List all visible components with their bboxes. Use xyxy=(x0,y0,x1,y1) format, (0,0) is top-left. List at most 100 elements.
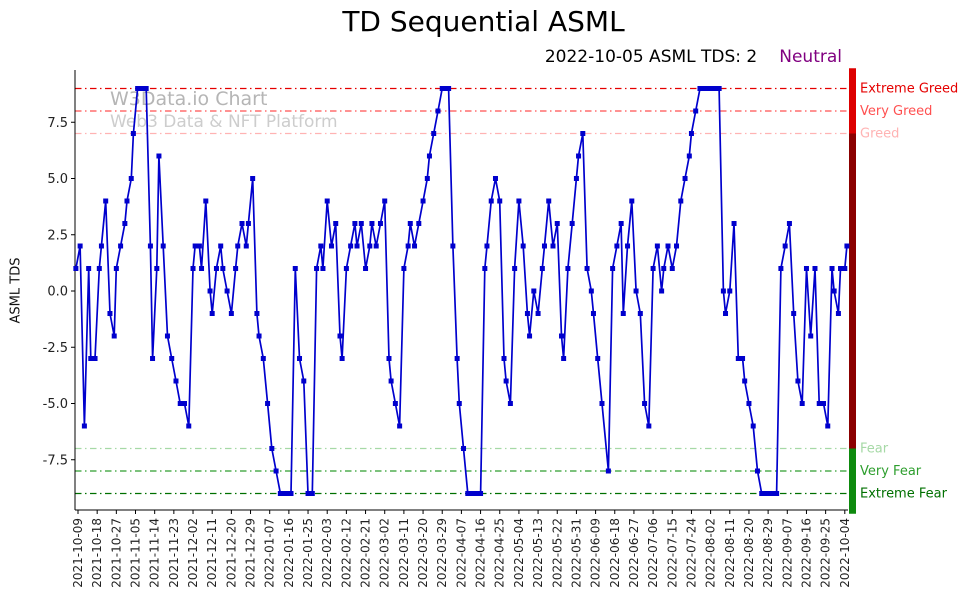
data-point-marker xyxy=(111,333,117,339)
x-tick-label: 2021-11-23 xyxy=(167,518,181,588)
data-point-marker xyxy=(767,491,773,496)
data-point-marker xyxy=(305,491,311,496)
data-point-marker xyxy=(731,221,737,226)
x-tick-label: 2022-05-22 xyxy=(550,518,564,588)
data-point-marker xyxy=(269,446,275,451)
data-point-marker xyxy=(665,243,671,249)
data-point-marker xyxy=(118,243,124,249)
data-point-marker xyxy=(337,333,343,339)
x-tick-label: 2021-11-14 xyxy=(148,518,162,588)
data-point-marker xyxy=(799,401,805,406)
data-point-marker xyxy=(254,311,260,316)
data-point-marker xyxy=(484,243,490,249)
data-point-marker xyxy=(284,491,290,496)
data-point-marker xyxy=(107,311,113,316)
x-tick-label: 2022-04-07 xyxy=(454,518,468,588)
data-point-marker xyxy=(674,243,680,249)
data-point-marker xyxy=(580,131,586,136)
data-point-marker xyxy=(441,86,447,91)
x-tick-label: 2022-07-15 xyxy=(665,518,679,588)
x-tick-label: 2022-02-03 xyxy=(320,518,334,588)
sentiment-status: Neutral xyxy=(779,47,842,67)
data-point-marker xyxy=(96,266,102,271)
x-tick-label: 2021-10-18 xyxy=(90,518,104,588)
data-point-marker xyxy=(192,243,198,249)
data-point-marker xyxy=(386,356,392,361)
data-point-marker xyxy=(478,491,484,496)
x-tick-label: 2022-02-12 xyxy=(339,518,353,588)
data-point-marker xyxy=(842,266,848,271)
data-point-marker xyxy=(450,243,456,249)
data-point-marker xyxy=(88,356,94,361)
data-point-marker xyxy=(424,176,430,181)
data-point-marker xyxy=(160,243,166,249)
data-point-marker xyxy=(164,333,170,339)
data-point-marker xyxy=(637,311,643,316)
data-point-marker xyxy=(541,243,547,249)
data-point-marker xyxy=(190,266,196,271)
data-point-marker xyxy=(224,288,230,294)
data-point-marker xyxy=(250,176,256,181)
data-point-marker xyxy=(352,221,358,226)
data-point-marker xyxy=(633,288,639,294)
sentiment-colorbar-segment xyxy=(849,68,856,134)
data-point-marker xyxy=(786,221,792,226)
sentiment-colorbar-segment xyxy=(849,448,856,514)
data-point-marker xyxy=(654,243,660,249)
data-point-marker xyxy=(650,266,656,271)
data-point-marker xyxy=(576,153,582,159)
data-point-marker xyxy=(646,423,652,429)
data-point-marker xyxy=(727,288,733,294)
data-point-marker xyxy=(143,86,149,91)
x-tick-label: 2022-08-20 xyxy=(742,518,756,588)
x-tick-label: 2022-10-04 xyxy=(838,518,852,588)
x-tick-label: 2021-12-20 xyxy=(224,518,238,588)
data-point-marker xyxy=(169,356,175,361)
x-tick-label: 2022-07-24 xyxy=(684,518,698,588)
data-point-marker xyxy=(774,491,780,496)
data-point-marker xyxy=(473,491,479,496)
y-tick-label: -2.5 xyxy=(43,341,68,356)
data-point-marker xyxy=(844,243,850,249)
data-point-marker xyxy=(81,423,87,429)
data-point-marker xyxy=(808,333,814,339)
data-point-marker xyxy=(358,221,364,226)
data-point-marker xyxy=(595,356,601,361)
data-point-marker xyxy=(488,198,494,204)
data-point-marker xyxy=(314,266,320,271)
data-point-marker xyxy=(816,401,822,406)
data-point-marker xyxy=(763,491,769,496)
data-point-marker xyxy=(669,266,675,271)
y-tick-label: 7.5 xyxy=(47,116,68,131)
x-tick-label: 2022-03-29 xyxy=(435,518,449,588)
data-point-marker xyxy=(363,266,369,271)
data-point-marker xyxy=(838,266,844,271)
data-point-marker xyxy=(196,243,202,249)
data-point-marker xyxy=(461,446,467,451)
x-tick-label: 2022-04-25 xyxy=(493,518,507,588)
x-tick-label: 2021-10-09 xyxy=(71,518,85,588)
watermark-line2: Web3 Data & NFT Platform xyxy=(110,112,338,132)
data-point-marker xyxy=(265,401,271,406)
x-tick-label: 2022-09-25 xyxy=(819,518,833,588)
data-point-marker xyxy=(173,378,179,384)
data-point-marker xyxy=(392,401,398,406)
data-point-marker xyxy=(588,288,594,294)
threshold-label: Very Greed xyxy=(860,104,932,119)
data-point-marker xyxy=(629,198,635,204)
data-point-marker xyxy=(348,243,354,249)
data-point-marker xyxy=(77,243,83,249)
data-point-marker xyxy=(431,131,437,136)
data-point-marker xyxy=(740,356,746,361)
data-point-marker xyxy=(405,243,411,249)
chart-title: TD Sequential ASML xyxy=(342,5,625,38)
data-point-marker xyxy=(742,378,748,384)
data-point-marker xyxy=(778,266,784,271)
data-point-marker xyxy=(228,311,234,316)
data-point-marker xyxy=(539,266,545,271)
x-tick-label: 2021-11-05 xyxy=(129,518,143,588)
data-point-marker xyxy=(716,86,722,91)
data-point-marker xyxy=(735,356,741,361)
data-point-marker xyxy=(531,288,537,294)
data-point-marker xyxy=(354,243,360,249)
